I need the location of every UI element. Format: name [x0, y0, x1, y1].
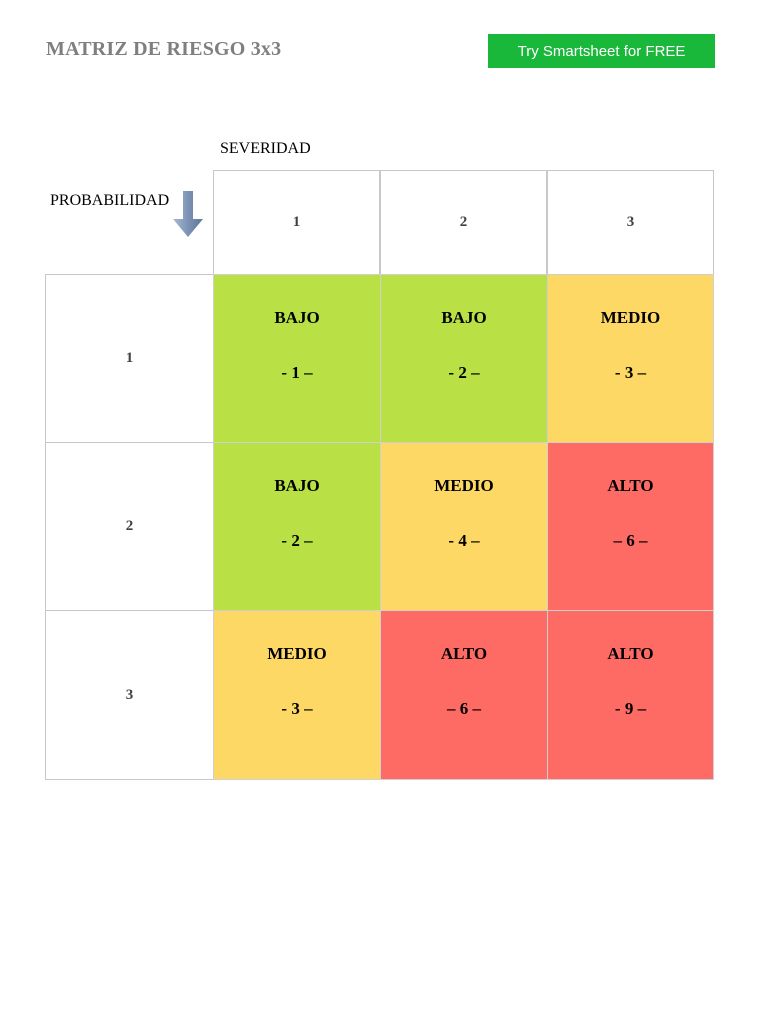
probability-header-3: 3 — [45, 610, 214, 780]
severity-header-3: 3 — [547, 170, 714, 275]
risk-score: – 6 – — [447, 699, 481, 718]
severity-level: 2 — [459, 214, 468, 230]
probability-level: 1 — [125, 350, 134, 366]
severity-header-2: 2 — [380, 170, 547, 275]
severity-level: 3 — [626, 214, 635, 230]
probability-header-1: 1 — [45, 274, 214, 443]
risk-score: - 3 – — [614, 363, 647, 382]
risk-cell-p2-s3: ALTO – 6 – — [547, 442, 714, 611]
probability-level: 2 — [125, 518, 134, 534]
risk-level-label: BAJO — [274, 476, 320, 495]
risk-cell-p1-s2: BAJO - 2 – — [380, 274, 548, 443]
risk-cell-p3-s3: ALTO - 9 – — [547, 610, 714, 780]
risk-cell-p3-s2: ALTO – 6 – — [380, 610, 548, 780]
risk-score: - 2 – — [281, 531, 313, 550]
risk-level-label: ALTO — [607, 644, 654, 663]
risk-score: - 4 – — [448, 531, 480, 550]
risk-cell-p2-s2: MEDIO - 4 – — [380, 442, 548, 611]
severity-axis-label: SEVERIDAD — [220, 140, 311, 157]
risk-cell-p3-s1: MEDIO - 3 – — [213, 610, 381, 780]
risk-level-label: ALTO — [607, 476, 654, 495]
risk-score: - 3 – — [281, 699, 313, 718]
severity-level: 1 — [292, 214, 301, 230]
probability-header-2: 2 — [45, 442, 214, 611]
risk-score: - 9 – — [614, 699, 647, 718]
try-smartsheet-button[interactable]: Try Smartsheet for FREE — [488, 34, 715, 68]
probability-level: 3 — [125, 686, 134, 703]
severity-header-1: 1 — [213, 170, 380, 275]
risk-level-label: MEDIO — [434, 476, 494, 495]
risk-score: - 2 – — [448, 363, 480, 382]
risk-level-label: BAJO — [274, 308, 320, 327]
page-title: MATRIZ DE RIESGO 3x3 — [46, 38, 282, 60]
down-arrow-icon — [173, 191, 203, 237]
probability-axis-label: PROBABILIDAD — [50, 192, 170, 209]
risk-cell-p2-s1: BAJO - 2 – — [213, 442, 381, 611]
risk-score: - 1 – — [281, 363, 313, 382]
risk-cell-p1-s3: MEDIO - 3 – — [547, 274, 714, 443]
risk-level-label: ALTO — [440, 644, 488, 663]
risk-cell-p1-s1: BAJO - 1 – — [213, 274, 381, 443]
risk-level-label: BAJO — [441, 308, 487, 327]
risk-level-label: MEDIO — [267, 644, 327, 663]
risk-score: – 6 – — [613, 531, 648, 550]
risk-level-label: MEDIO — [600, 308, 661, 327]
risk-matrix: 1 2 3 1 2 3 BAJO - 1 – BAJO - 2 – MEDIO … — [45, 170, 714, 780]
